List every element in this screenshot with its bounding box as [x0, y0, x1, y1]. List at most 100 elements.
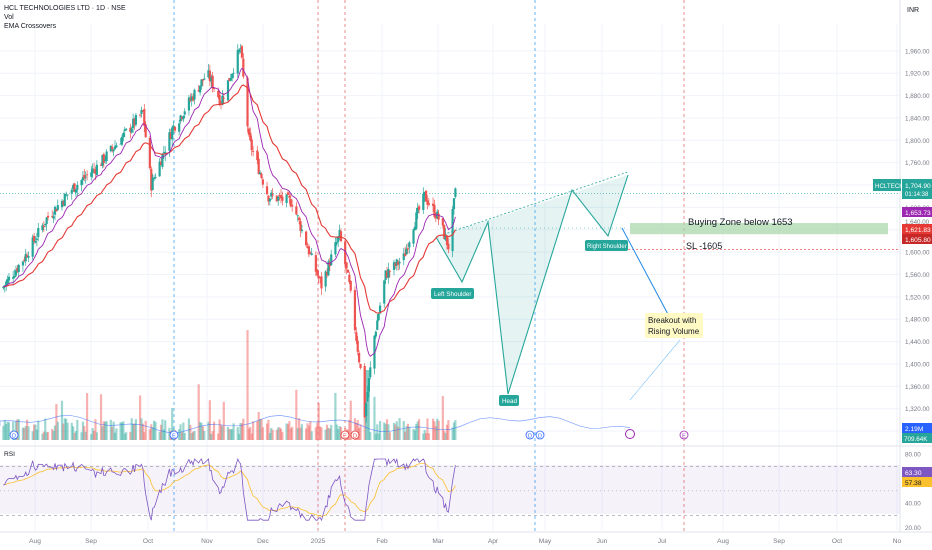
time-tick-label: Sep	[85, 538, 97, 545]
candle-body	[159, 161, 163, 166]
currency-label: INR	[907, 7, 919, 14]
volume-bar	[261, 427, 264, 440]
candle-body	[134, 115, 138, 125]
candle-body	[189, 98, 192, 101]
volume-bar	[221, 426, 224, 440]
volume-bar	[212, 421, 216, 440]
left-shoulder-label: Left Shoulder	[434, 291, 471, 298]
volume-bar	[281, 432, 284, 440]
volume-bar	[183, 433, 186, 440]
volume-bar	[316, 422, 319, 440]
volume-bar	[189, 424, 192, 440]
volume-bar	[24, 425, 27, 440]
volume-bar	[112, 421, 115, 440]
candle-body	[130, 128, 133, 133]
volume-bar	[94, 419, 97, 440]
candle-body	[91, 168, 94, 173]
ema-fast-value: 1,653.73	[905, 210, 931, 217]
candle-body	[437, 213, 440, 220]
volume-bar	[431, 418, 435, 440]
candle-body	[367, 378, 370, 392]
volume-bar	[162, 429, 165, 440]
volume-bar	[239, 423, 242, 440]
volume-bar	[222, 401, 225, 440]
right-shoulder-label: Right Shoulder	[587, 244, 627, 250]
candle-body	[218, 94, 221, 105]
candle-body	[187, 97, 191, 111]
ema-indicator-label[interactable]: EMA Crossovers	[4, 23, 57, 30]
candle-body	[95, 164, 98, 176]
candle-body	[200, 79, 203, 87]
price-tick-label: 1,480.00	[905, 317, 930, 324]
candle-body	[334, 242, 337, 255]
buying-zone[interactable]	[630, 223, 888, 235]
volume-bar	[240, 423, 244, 440]
symbol-title[interactable]: HCL TECHNOLOGIES LTD · 1D · NSE	[4, 5, 126, 12]
volume-bar	[325, 424, 329, 440]
sl-value: 1,605.80	[905, 237, 931, 244]
candle-body	[249, 132, 252, 141]
breakout-pointer	[629, 339, 681, 401]
candle-body	[197, 90, 200, 92]
volume-bar	[207, 421, 210, 440]
rsi-ma-tag-bg	[902, 477, 932, 487]
candle-body	[426, 200, 429, 205]
volume-bar	[218, 419, 221, 440]
candle-body	[281, 196, 284, 201]
volume-bar	[144, 420, 147, 440]
volume-bar	[256, 421, 259, 440]
volume-indicator-label[interactable]: Vol	[4, 14, 14, 21]
volume-bar	[197, 384, 200, 440]
candle-body	[105, 151, 108, 162]
volume-bar	[32, 424, 36, 440]
price-tick-label: 1,800.00	[905, 138, 930, 145]
volume-bar	[178, 429, 181, 440]
volume-bar	[277, 427, 280, 440]
volume-bar	[219, 424, 223, 440]
candle-body	[239, 47, 242, 49]
candle-body	[451, 208, 454, 252]
volume-bar	[286, 424, 290, 440]
volume-bar	[151, 427, 154, 440]
volume-bar	[190, 433, 193, 440]
candle-body	[44, 223, 47, 225]
candle-body	[3, 285, 6, 287]
candle-body	[208, 70, 211, 82]
candle-body	[83, 175, 86, 179]
right-shoulder-tag	[585, 240, 628, 251]
volume-bar	[250, 433, 253, 440]
last-price: 1,704.90	[905, 183, 931, 190]
chart-legend: HCL TECHNOLOGIES LTD · 1D · NSE Vol EMA …	[4, 4, 126, 31]
volume-bar	[427, 433, 430, 440]
volume-bar	[192, 431, 195, 440]
volume-bar	[70, 422, 73, 440]
ema-slow-tag-bg	[902, 224, 932, 234]
candle-body	[358, 352, 361, 363]
rsi-band	[0, 465, 900, 514]
rsi-tag-bg	[902, 467, 932, 477]
candle-body	[392, 262, 396, 271]
candle-body	[35, 238, 38, 240]
candle-body	[80, 180, 83, 186]
candle-body	[180, 116, 184, 119]
candle-body	[424, 190, 428, 202]
time-tick-label: Nov	[201, 538, 213, 545]
candle-body	[296, 215, 299, 217]
candle-body	[415, 212, 418, 229]
volume-bar	[404, 431, 407, 440]
volume-bar	[377, 433, 380, 440]
volume-bar	[80, 432, 83, 440]
sl-tag-bg	[902, 234, 932, 244]
volume-bar	[119, 422, 122, 440]
candle-body	[5, 281, 8, 286]
volume-bar	[229, 429, 232, 440]
time-tick-label: Dec	[257, 538, 269, 545]
candle-body	[268, 198, 271, 202]
time-tick-label: May	[539, 538, 552, 545]
candle-body	[427, 203, 430, 205]
volume-bar	[164, 420, 167, 440]
breakout-note-bg	[645, 313, 703, 338]
volume-bar	[52, 431, 55, 440]
candle-body	[267, 195, 270, 202]
